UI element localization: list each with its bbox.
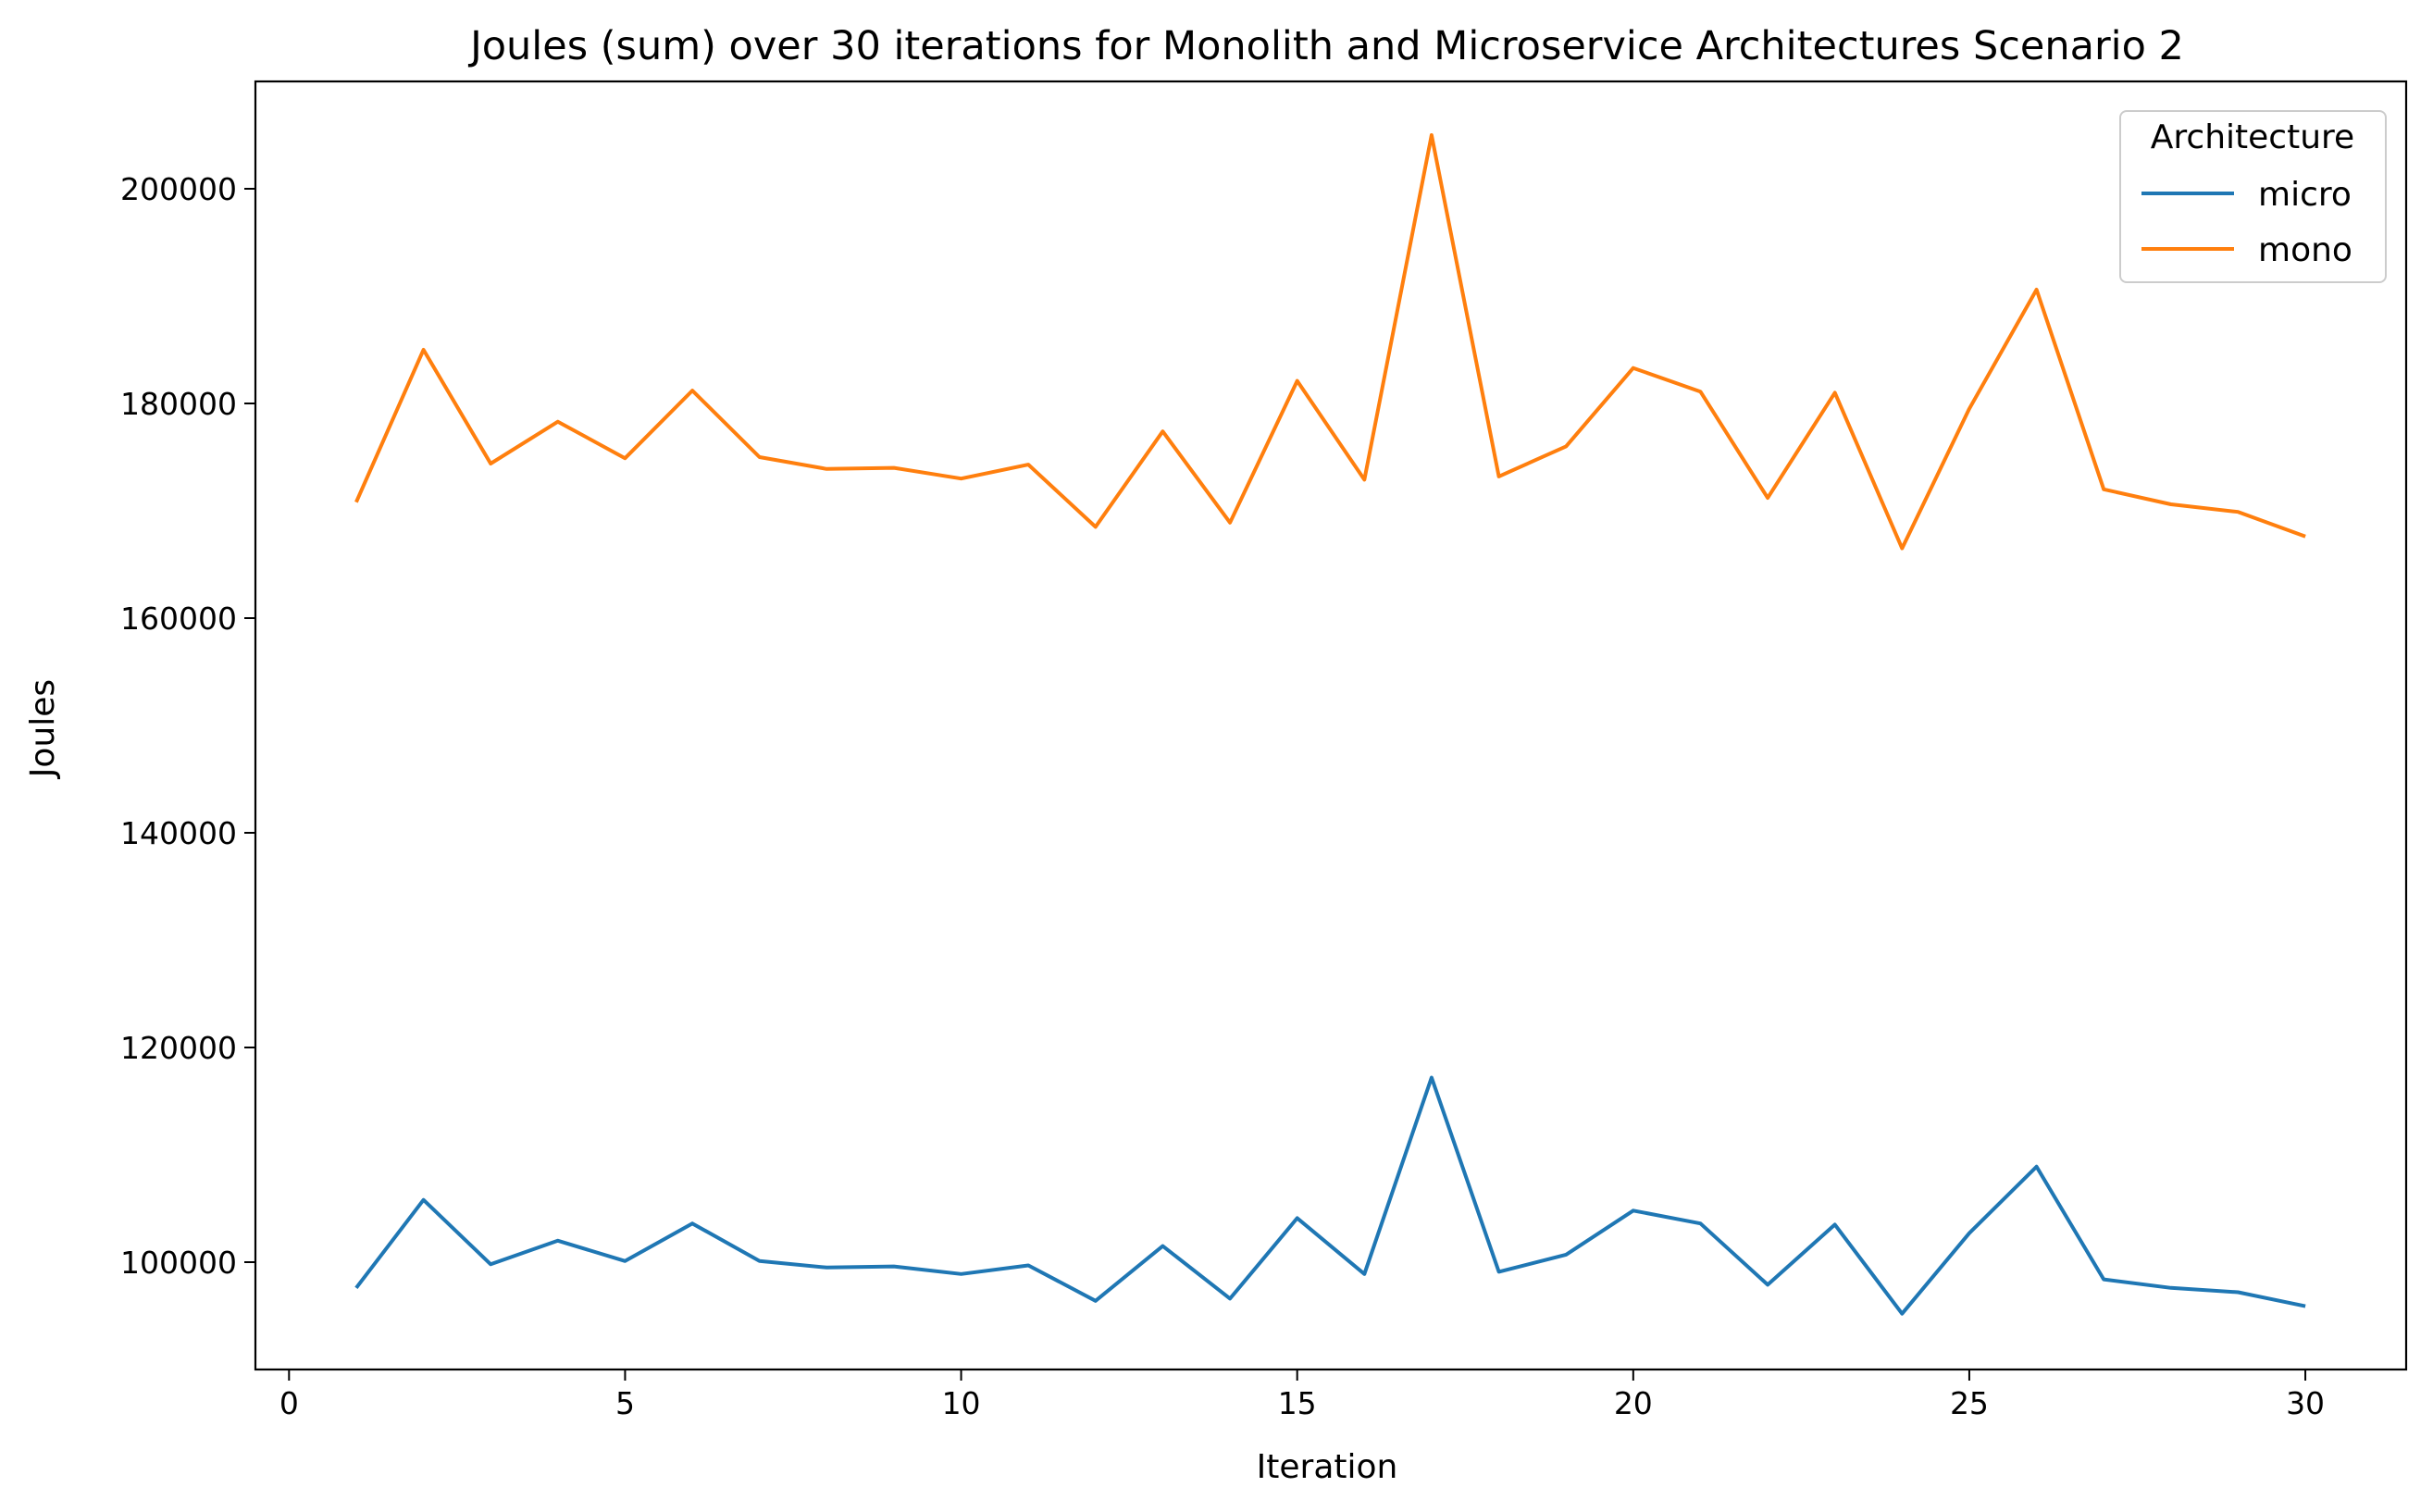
y-tick-label: 120000 (120, 1030, 237, 1066)
y-tick-label: 200000 (120, 171, 237, 207)
x-tick-label: 20 (1614, 1385, 1653, 1421)
legend-items: micro mono (2141, 176, 2352, 269)
series-line-micro (354, 1075, 2306, 1316)
legend-label-mono: mono (2258, 231, 2352, 269)
series-line-mono (354, 133, 2306, 551)
x-axis-ticks: 0 5 10 15 20 25 30 (279, 1369, 2325, 1421)
y-tick-label: 180000 (120, 386, 237, 422)
x-axis-title: Iteration (1257, 1448, 1398, 1486)
x-tick-label: 15 (1278, 1385, 1317, 1421)
x-tick-label: 0 (279, 1385, 299, 1421)
chart-title: Joules (sum) over 30 iterations for Mono… (467, 23, 2184, 69)
y-tick-label: 100000 (120, 1245, 237, 1281)
y-axis-ticks: 100000 120000 140000 160000 180000 200000 (120, 171, 255, 1281)
legend-label-micro: micro (2258, 176, 2352, 214)
legend-box (2119, 110, 2387, 283)
x-tick-label: 30 (2286, 1385, 2325, 1421)
plot-lines (354, 133, 2306, 1316)
legend-title: Architecture (2151, 118, 2354, 156)
x-tick-label: 25 (1950, 1385, 1989, 1421)
x-tick-label: 10 (942, 1385, 981, 1421)
legend: Architecture micro mono (2119, 110, 2387, 283)
y-tick-label: 160000 (120, 601, 237, 637)
y-tick-label: 140000 (120, 815, 237, 851)
plot-area-frame (254, 80, 2408, 1371)
y-axis-title: Joules (24, 679, 62, 779)
x-tick-label: 5 (615, 1385, 635, 1421)
